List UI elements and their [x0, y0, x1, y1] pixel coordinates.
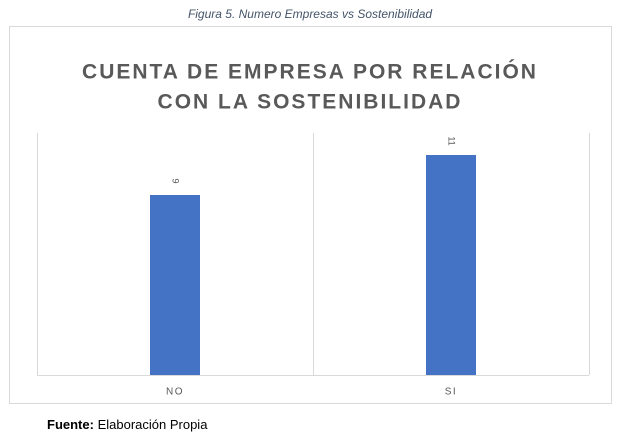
- source-label: Fuente:: [47, 417, 94, 432]
- bar: [150, 195, 200, 375]
- data-label: 11: [447, 136, 457, 145]
- data-label: 9: [171, 178, 181, 183]
- x-tick-label: SI: [445, 387, 457, 398]
- chart-title: CUENTA DE EMPRESA POR RELACIÓN: [82, 60, 538, 84]
- figure-caption: Figura 5. Numero Empresas vs Sostenibili…: [188, 7, 432, 21]
- chart-title: CON LA SOSTENIBILIDAD: [158, 91, 463, 114]
- source: Fuente: Elaboración Propia: [47, 417, 208, 432]
- bar: [426, 155, 476, 375]
- chart-frame: [9, 26, 612, 404]
- x-tick-label: NO: [166, 387, 184, 398]
- source-text: Elaboración Propia: [98, 417, 209, 432]
